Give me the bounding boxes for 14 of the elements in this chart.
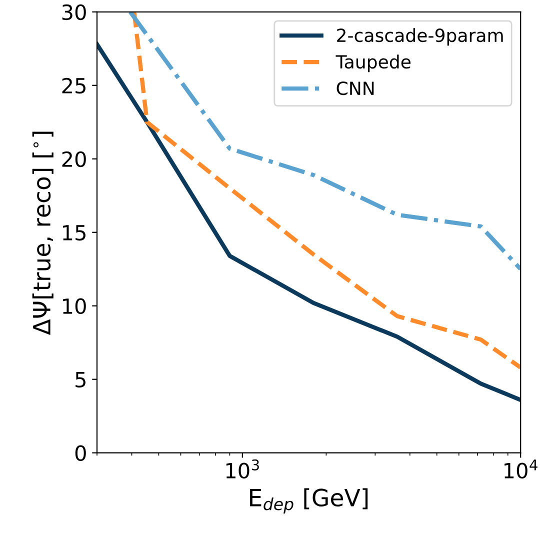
x-tick-label: 10$^{3}$ xyxy=(226,459,259,479)
y-tick-label: 25 xyxy=(62,78,86,94)
legend-label: Taupede xyxy=(336,54,411,72)
x-axis-title: E$_{dep}$ [GeV] xyxy=(250,488,368,514)
y-tick-label: 0 xyxy=(75,445,86,462)
y-axis-title: ΔΨ[true, reco] [$^{∘}$] xyxy=(32,132,54,335)
y-tick-label: 30 xyxy=(62,4,86,20)
y-tick-label: 5 xyxy=(76,372,86,388)
y-tick-label: 10 xyxy=(63,298,86,314)
x-tick-label: 10$^{4}$ xyxy=(504,460,538,479)
y-tick-label: 20 xyxy=(62,151,86,168)
y-tick-label: 15 xyxy=(63,225,86,241)
legend-label: CNN xyxy=(336,81,374,96)
legend-label: 2-cascade-9param xyxy=(337,28,503,46)
